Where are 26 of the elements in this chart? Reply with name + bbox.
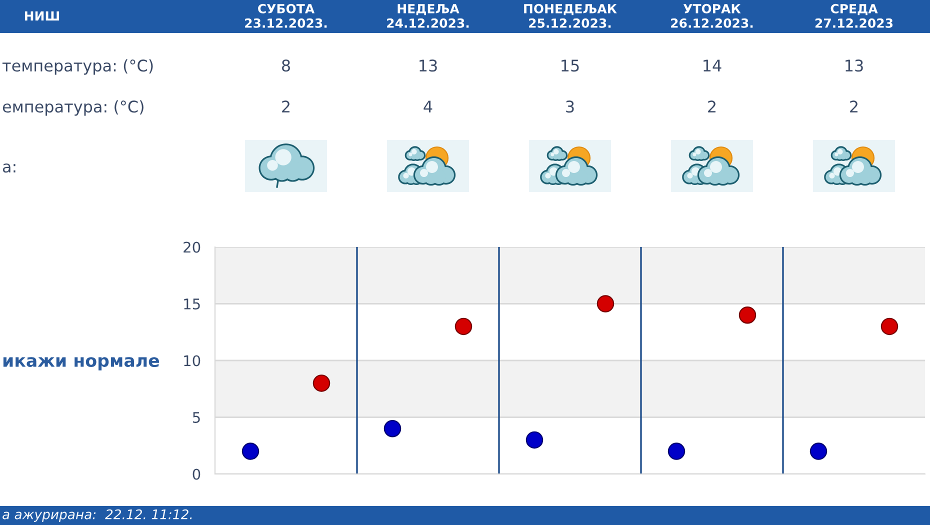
data-label: 4 [424,100,432,112]
data-label: 3 [566,100,574,113]
y-tick-label: 0 [192,468,200,480]
text: икажи нормале [3,357,160,370]
y-tick-label: 10 [184,355,200,366]
text: УТОРАК 26.12.2023. [671,4,753,28]
data-label: 15 [562,60,579,72]
data-label: 14 [704,60,722,72]
y-tick-label: 15 [184,298,200,310]
y-tick-label: 20 [184,242,200,253]
data-label: 2 [282,100,290,112]
data-label: 13 [420,60,437,72]
text: емпература: (°C) [2,100,144,116]
text: НЕДЕЉА 24.12.2023. [387,4,469,28]
text: СУБОТА 23.12.2023. [245,4,327,28]
data-label: 2 [850,100,858,112]
y-tick-label: 5 [192,412,200,423]
data-label: 13 [846,60,863,72]
text: температура: (°C) [2,59,153,75]
text: а ажурирана: 22.12. 11:12. [2,509,192,522]
data-label: 2 [708,100,716,112]
text: ПОНЕДЕЉАК 25.12.2023. [524,4,617,28]
text: СРЕДА 27.12.2023 [815,4,893,28]
data-label: 8 [282,60,290,72]
text: НИШ [24,11,60,20]
text: а: [2,163,16,173]
